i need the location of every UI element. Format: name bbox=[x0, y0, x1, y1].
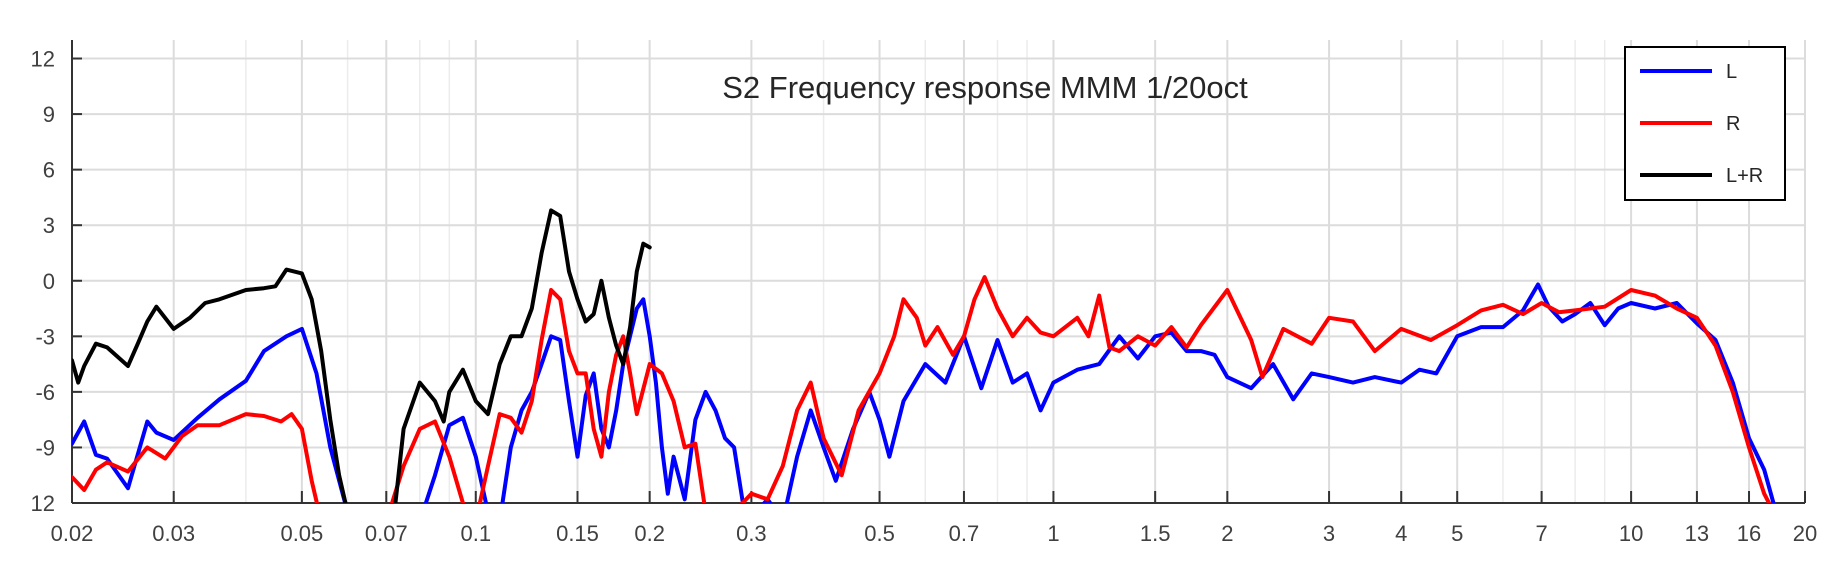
legend-label: L+R bbox=[1726, 165, 1763, 187]
y-tick-label: -6 bbox=[35, 380, 55, 405]
x-tick-label: 0.5 bbox=[864, 521, 895, 546]
x-tick-label: 0.7 bbox=[949, 521, 980, 546]
y-tick-label: 6 bbox=[43, 158, 55, 183]
x-tick-label: 4 bbox=[1395, 521, 1407, 546]
legend-label: R bbox=[1726, 113, 1740, 135]
x-tick-label: 0.1 bbox=[460, 521, 491, 546]
axes bbox=[71, 40, 1806, 504]
y-axis-ticks: 12 9 6 3 0 -3 -6 -9 12 bbox=[31, 47, 55, 516]
x-tick-label: 0.15 bbox=[556, 521, 599, 546]
x-tick-label: 2 bbox=[1221, 521, 1233, 546]
x-tick-label: 0.07 bbox=[365, 521, 408, 546]
x-tick-label: 10 bbox=[1619, 521, 1643, 546]
legend-label: L bbox=[1726, 61, 1737, 83]
x-tick-label: 5 bbox=[1451, 521, 1463, 546]
x-tick-label: 0.3 bbox=[736, 521, 767, 546]
legend: L R L+R bbox=[1624, 46, 1786, 201]
series-line-l bbox=[72, 282, 1776, 503]
series-layer bbox=[72, 208, 1776, 503]
x-tick-label: 0.02 bbox=[51, 521, 94, 546]
series-line-l-r bbox=[72, 208, 652, 503]
y-tick-label: -9 bbox=[35, 435, 55, 460]
x-tick-label: 0.05 bbox=[280, 521, 323, 546]
plot-area bbox=[72, 40, 1805, 503]
y-tick-label: 12 bbox=[31, 47, 55, 72]
x-tick-label: 16 bbox=[1737, 521, 1761, 546]
y-tick-label: 3 bbox=[43, 213, 55, 238]
x-axis-ticks: 0.02 0.03 0.05 0.07 0.1 0.15 0.2 0.3 0.5 0.7 1 1.5 2… bbox=[51, 521, 1818, 546]
x-tick-label: 1 bbox=[1047, 521, 1059, 546]
y-tick-label: -3 bbox=[35, 324, 55, 349]
x-tick-label: 1.5 bbox=[1140, 521, 1171, 546]
x-tick-label: 3 bbox=[1323, 521, 1335, 546]
x-tick-label: 20 bbox=[1793, 521, 1817, 546]
x-tick-label: 7 bbox=[1535, 521, 1547, 546]
x-tick-label: 0.2 bbox=[634, 521, 665, 546]
series-line-r bbox=[72, 275, 1772, 503]
y-tick-label: 0 bbox=[43, 269, 55, 294]
y-tick-label: 12 bbox=[31, 491, 55, 516]
x-tick-label: 0.03 bbox=[152, 521, 195, 546]
x-tick-label: 13 bbox=[1685, 521, 1709, 546]
chart-title: S2 Frequency response MMM 1/20oct bbox=[722, 70, 1248, 105]
y-tick-label: 9 bbox=[43, 102, 55, 127]
